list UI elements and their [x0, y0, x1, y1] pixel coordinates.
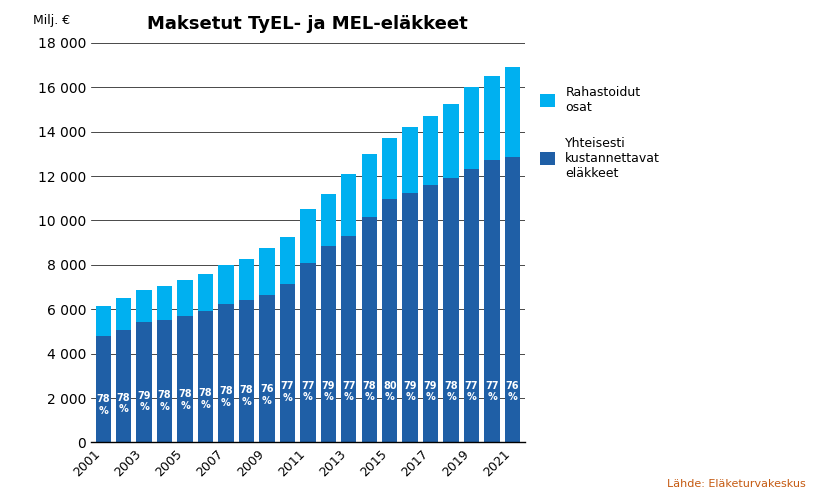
Bar — [484, 76, 500, 161]
Bar — [443, 104, 459, 178]
Text: 76
%: 76 % — [506, 381, 520, 403]
Text: 77
%: 77 % — [301, 381, 315, 403]
Bar — [362, 217, 377, 443]
Bar — [464, 169, 479, 443]
Bar — [116, 298, 132, 330]
Text: 77
%: 77 % — [280, 381, 294, 403]
Bar — [423, 185, 438, 443]
Text: 77
%: 77 % — [342, 381, 355, 403]
Bar — [321, 194, 336, 246]
Bar — [279, 285, 295, 443]
Bar — [341, 236, 357, 443]
Bar — [259, 295, 275, 443]
Bar — [505, 67, 520, 157]
Text: 78
%: 78 % — [96, 394, 110, 416]
Bar — [136, 322, 152, 443]
Bar — [300, 263, 316, 443]
Bar — [198, 311, 213, 443]
Text: 78
%: 78 % — [240, 385, 253, 407]
Text: 78
%: 78 % — [117, 393, 131, 414]
Bar — [259, 248, 275, 295]
Text: 80
%: 80 % — [383, 381, 396, 403]
Bar — [362, 154, 377, 217]
Bar — [198, 274, 213, 311]
Legend: Rahastoidut
osat, Yhteisesti
kustannettavat
eläkkeet: Rahastoidut osat, Yhteisesti kustannetta… — [535, 81, 665, 185]
Bar — [505, 157, 520, 443]
Text: 78
%: 78 % — [199, 388, 212, 410]
Bar — [238, 299, 254, 443]
Bar — [382, 138, 397, 199]
Bar — [403, 127, 418, 194]
Bar — [219, 304, 233, 443]
Bar — [423, 116, 438, 185]
Bar — [443, 178, 459, 443]
Bar — [279, 237, 295, 285]
Text: 78
%: 78 % — [363, 381, 376, 403]
Bar — [116, 330, 132, 443]
Text: 78
%: 78 % — [178, 389, 192, 411]
Text: 76
%: 76 % — [260, 384, 274, 406]
Text: 79
%: 79 % — [424, 381, 437, 403]
Text: 77
%: 77 % — [464, 381, 478, 403]
Bar — [219, 265, 233, 304]
Text: 77
%: 77 % — [485, 381, 499, 403]
Text: Lähde: Eläketurvakeskus: Lähde: Eläketurvakeskus — [667, 479, 806, 489]
Bar — [136, 290, 152, 322]
Bar — [464, 87, 479, 169]
Text: 78
%: 78 % — [444, 381, 458, 403]
Bar — [95, 336, 111, 443]
Bar — [157, 286, 173, 320]
Text: 78
%: 78 % — [158, 390, 171, 412]
Y-axis label: Milj. €: Milj. € — [33, 14, 71, 27]
Bar — [95, 306, 111, 336]
Bar — [157, 320, 173, 443]
Bar — [321, 246, 336, 443]
Bar — [484, 161, 500, 443]
Bar — [403, 194, 418, 443]
Text: 78
%: 78 % — [219, 386, 233, 408]
Title: Maksetut TyEL- ja MEL-eläkkeet: Maksetut TyEL- ja MEL-eläkkeet — [147, 15, 469, 33]
Bar — [178, 281, 192, 316]
Bar — [382, 199, 397, 443]
Text: 79
%: 79 % — [137, 391, 151, 412]
Bar — [238, 259, 254, 299]
Bar — [300, 209, 316, 263]
Bar — [178, 316, 192, 443]
Bar — [341, 174, 357, 236]
Text: 79
%: 79 % — [404, 381, 417, 403]
Text: 79
%: 79 % — [321, 381, 335, 403]
